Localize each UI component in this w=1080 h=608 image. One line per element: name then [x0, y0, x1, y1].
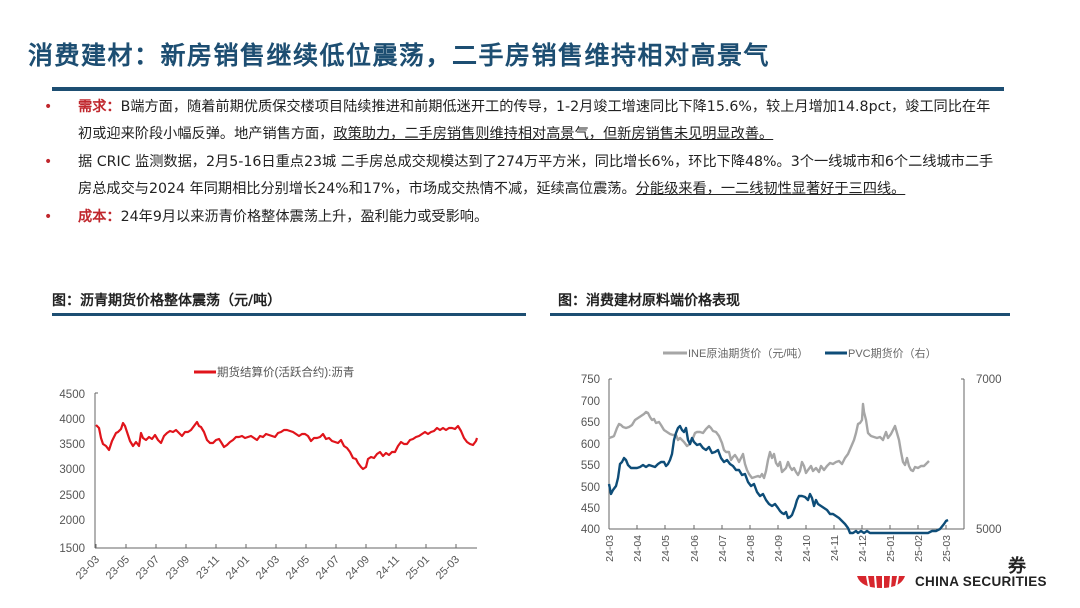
bullet-demand: • 需求：B端方面，随着前期优质保交楼项目陆续推进和前期低迷开工的传导，1-2月…	[44, 94, 1004, 147]
svg-text:7000: 7000	[976, 374, 1002, 386]
bullet-underlined: 政策助力，二手房销售则维持相对高景气，但新房销售未见明显改善。	[333, 125, 774, 142]
svg-text:24-10: 24-10	[801, 535, 813, 562]
china-securities-logo: CHINA SECURITIES	[855, 574, 1047, 589]
materials-right-y-axis: 7000 5000	[976, 374, 1002, 536]
slide-title: 消费建材：新房销售继续低位震荡，二手房销售维持相对高景气	[28, 41, 771, 70]
svg-text:2500: 2500	[59, 490, 85, 502]
bullet-list: • 需求：B端方面，随着前期优质保交楼项目陆续推进和前期低迷开工的传导，1-2月…	[44, 94, 1004, 233]
bullet-cost: • 成本：24年9月以来沥青价格整体震荡上升，盈利能力或受影响。	[44, 204, 1004, 231]
materials-left-y-axis: 750 700 650 600 550 500 450 400	[581, 374, 600, 536]
crude-series-line	[608, 402, 930, 480]
svg-text:24-03: 24-03	[604, 535, 616, 562]
figure-title-asphalt: 图：沥青期货价格整体震荡（元/吨）	[52, 293, 282, 309]
svg-text:25-03: 25-03	[941, 535, 953, 562]
svg-text:24-07: 24-07	[717, 535, 729, 562]
bullet-dot-icon: •	[44, 154, 53, 170]
asphalt-y-axis: 4500 4000 3500 3000 2500 2000 1500	[59, 389, 85, 555]
bullet-underlined: 分能级来看，一二线韧性显著好于三四线。	[635, 180, 906, 197]
title-divider	[52, 87, 1004, 91]
svg-text:450: 450	[581, 503, 600, 515]
svg-text:24-06: 24-06	[689, 535, 701, 562]
svg-text:24-05: 24-05	[660, 535, 672, 562]
svg-text:3000: 3000	[59, 464, 85, 476]
svg-text:5000: 5000	[976, 524, 1002, 536]
bullet-text: 24年9月以来沥青价格整体震荡上升，盈利能力或受影响。	[120, 209, 489, 225]
bullet-cric: • 据 CRIC 监测数据，2月5-16日重点23城 二手房总成交规模达到了27…	[44, 149, 1004, 202]
svg-text:4000: 4000	[59, 414, 85, 426]
svg-text:700: 700	[581, 396, 600, 408]
svg-text:24-12: 24-12	[857, 535, 869, 562]
logo-text: CHINA SECURITIES	[915, 574, 1047, 589]
svg-text:25-02: 25-02	[913, 535, 925, 562]
bullet-text: B端方面，随着前期优质保交楼项目陆续推进和前期低迷开工的传导，1-2月竣工增速同…	[78, 99, 991, 142]
svg-text:25-01: 25-01	[885, 535, 897, 562]
bullet-dot-icon: •	[44, 209, 53, 225]
logo-mark-icon	[857, 575, 905, 588]
materials-x-axis: 24-03 24-04 24-05 24-06 24-07 24-08 24-0…	[604, 535, 953, 562]
bullet-keyword: 需求：	[78, 99, 121, 115]
svg-text:1500: 1500	[59, 543, 85, 555]
svg-text:24-08: 24-08	[745, 535, 757, 562]
svg-text:600: 600	[581, 439, 600, 451]
bullet-text: 据 CRIC 监测数据，2月5-16日重点23城 二手房总成交规模达到了274万…	[78, 154, 994, 197]
legend-label-asphalt: 期货结算价(活跃合约):沥青	[217, 365, 354, 379]
svg-text:750: 750	[581, 374, 600, 386]
svg-text:500: 500	[581, 482, 600, 494]
svg-text:24-09: 24-09	[773, 535, 785, 562]
svg-text:650: 650	[581, 417, 600, 429]
pvc-series-line	[607, 424, 949, 535]
asphalt-series-line	[95, 420, 479, 471]
legend-label-crude: INE原油期货价（元/吨）	[688, 346, 808, 360]
figure-divider-materials	[550, 313, 1010, 316]
svg-text:24-04: 24-04	[632, 535, 644, 562]
logo-corner-char: 券	[1008, 556, 1026, 577]
svg-text:2000: 2000	[59, 515, 85, 527]
bullet-dot-icon: •	[44, 99, 53, 115]
svg-text:550: 550	[581, 460, 600, 472]
svg-text:400: 400	[581, 524, 600, 536]
legend-label-pvc: PVC期货价（右）	[848, 346, 937, 360]
bullet-keyword: 成本：	[78, 209, 121, 225]
svg-text:4500: 4500	[59, 389, 85, 401]
figure-divider-asphalt	[52, 313, 526, 316]
figure-title-materials: 图：消费建材原料端价格表现	[558, 293, 740, 309]
svg-text:3500: 3500	[59, 439, 85, 451]
svg-text:24-11: 24-11	[829, 535, 841, 561]
